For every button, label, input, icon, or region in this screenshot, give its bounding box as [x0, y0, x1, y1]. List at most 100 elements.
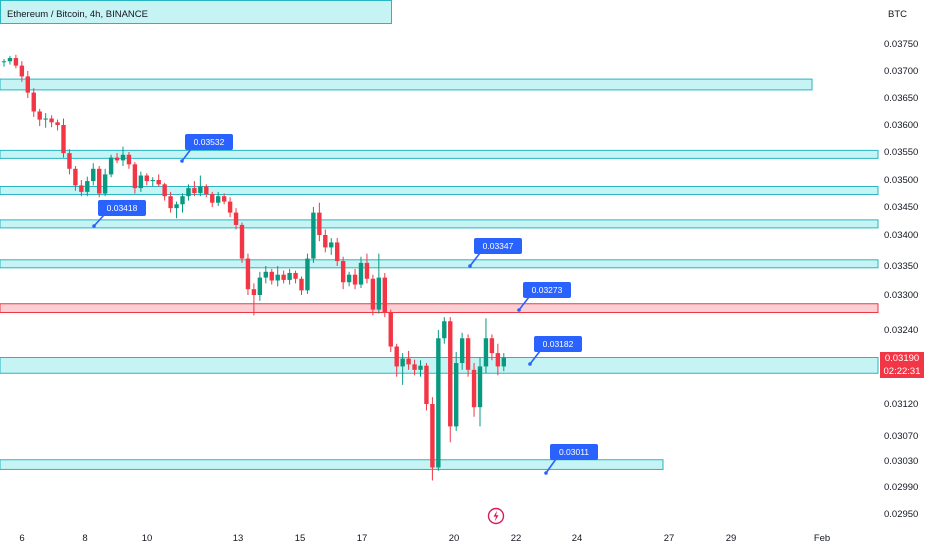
- candle-26: [150, 177, 155, 187]
- y-axis[interactable]: 0.03750 0.03700 0.03650 0.03600 0.03550 0.035…: [884, 39, 918, 520]
- candle-75: [442, 317, 447, 344]
- candle-37: [216, 191, 221, 206]
- zone-4: [0, 219, 879, 229]
- candle-32: [186, 184, 191, 201]
- candle-33: [192, 181, 197, 197]
- price-labels-layer: 0.03532 0.03418 0.03347 0.03273 0.03182 0.030…: [3, 1, 598, 475]
- candle-59: [346, 271, 352, 287]
- candle-49: [287, 268, 292, 285]
- price-label-text: 0.03273: [532, 285, 563, 295]
- x-tick-label: 10: [142, 533, 153, 544]
- candle-66: [388, 309, 393, 352]
- candle-52: [305, 253, 310, 294]
- candle-10: [55, 119, 60, 131]
- x-tick-label: 13: [233, 533, 244, 544]
- candle-39: [227, 197, 233, 218]
- candle-40: [233, 208, 239, 230]
- bar-countdown: 02:22:31: [883, 366, 921, 377]
- y-tick-label: 0.03070: [884, 431, 918, 442]
- y-tick-label: 0.03600: [884, 120, 918, 131]
- price-label-5: 0.03182: [528, 336, 582, 366]
- tradingview-lightning-icon[interactable]: [487, 507, 505, 525]
- chart-title: Ethereum / Bitcoin, 4h, BINANCE: [7, 9, 148, 20]
- y-tick-label: 0.03750: [884, 39, 918, 50]
- candle-64: [376, 253, 382, 314]
- candle-16: [91, 163, 96, 186]
- candle-23: [132, 162, 138, 194]
- candle-67: [394, 343, 399, 377]
- axis-unit-label: BTC: [888, 9, 907, 20]
- price-label-text: 0.03347: [483, 241, 514, 251]
- x-tick-label: 15: [295, 533, 306, 544]
- candle-17: [97, 166, 102, 198]
- candle-31: [180, 193, 185, 213]
- candle-54: [317, 202, 322, 242]
- price-label-text: 0.03011: [559, 447, 589, 457]
- candle-30: [174, 201, 179, 219]
- candle-81: [477, 357, 483, 427]
- x-tick-label: 6: [19, 533, 24, 544]
- candle-7: [37, 108, 42, 127]
- candle-35: [204, 184, 209, 198]
- y-tick-label: 0.03400: [884, 230, 918, 241]
- candle-74: [436, 330, 441, 471]
- candle-69: [406, 350, 411, 370]
- zone-2: [0, 149, 879, 159]
- candle-19: [108, 154, 114, 178]
- y-tick-label: 0.03450: [884, 202, 918, 213]
- x-tick-label: 8: [82, 533, 87, 544]
- candle-2: [7, 55, 13, 65]
- price-label-2: 0.03418: [92, 200, 146, 228]
- y-tick-label: 0.03500: [884, 175, 918, 186]
- y-tick-label: 0.03300: [884, 290, 918, 301]
- zone-1: [0, 78, 813, 91]
- candle-80: [471, 363, 477, 417]
- candle-60: [352, 268, 358, 290]
- candle-50: [293, 270, 298, 284]
- y-tick-label: 0.02950: [884, 509, 918, 520]
- candle-45: [263, 266, 268, 284]
- candle-70: [412, 359, 417, 376]
- candle-5: [25, 71, 30, 98]
- candle-47: [275, 266, 280, 287]
- zone-6: [0, 303, 879, 313]
- price-label-4: 0.03273: [517, 282, 571, 312]
- zone-5: [0, 259, 879, 269]
- price-label-text: 0.03182: [543, 339, 574, 349]
- zones-layer: [0, 78, 879, 470]
- candle-42: [245, 253, 251, 295]
- candle-57: [335, 238, 340, 266]
- candle-62: [364, 253, 370, 284]
- candle-43: [251, 283, 257, 316]
- symbol-header[interactable]: Ethereum / Bitcoin, 4h, BINANCE: [0, 0, 392, 24]
- candle-56: [329, 238, 334, 255]
- candle-21: [120, 146, 126, 166]
- price-label-text: 0.03532: [194, 137, 225, 147]
- candle-12: [67, 149, 72, 175]
- candle-71: [418, 360, 423, 377]
- candle-27: [156, 174, 161, 187]
- candle-24: [138, 171, 144, 192]
- x-tick-label: 24: [572, 533, 583, 544]
- candle-48: [281, 270, 286, 284]
- candle-84: [495, 343, 501, 376]
- y-tick-label: 0.03650: [884, 93, 918, 104]
- x-tick-label: 20: [449, 533, 460, 544]
- candle-36: [210, 191, 215, 207]
- candle-73: [430, 397, 435, 481]
- candle-25: [144, 173, 149, 186]
- candle-38: [221, 193, 227, 205]
- candle-85: [501, 353, 506, 372]
- candle-6: [31, 88, 36, 117]
- x-axis[interactable]: 6 8 10 13 15 17 20 22 24 27 29 Feb: [19, 533, 830, 544]
- candle-14: [79, 180, 84, 197]
- candle-58: [340, 256, 346, 290]
- candle-13: [73, 166, 78, 191]
- candle-46: [269, 268, 274, 285]
- candle-18: [102, 168, 108, 197]
- candle-77: [454, 352, 459, 431]
- candle-44: [257, 271, 263, 301]
- y-tick-label: 0.03350: [884, 261, 918, 272]
- current-price-value: 0.03190: [884, 353, 920, 364]
